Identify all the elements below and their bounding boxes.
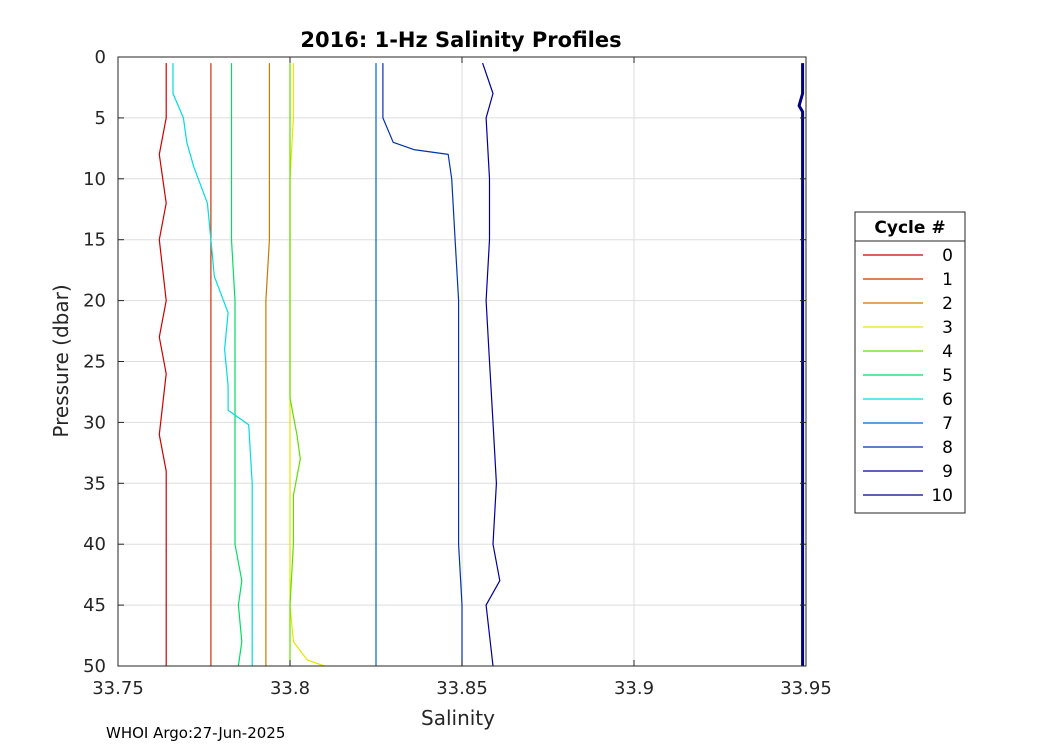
x-tick-label: 33.9 <box>614 678 654 699</box>
series-line-cycle-6 <box>172 63 253 666</box>
y-tick-label: 5 <box>95 108 106 129</box>
legend-entry-label: 2 <box>942 294 953 314</box>
legend-entry-label: 8 <box>942 438 953 458</box>
x-axis-label: Salinity <box>421 706 495 730</box>
y-tick-label: 10 <box>83 169 106 190</box>
legend-entry-label: 6 <box>942 390 953 410</box>
y-tick-label: 25 <box>83 352 106 373</box>
series-line-cycle-9 <box>482 62 501 667</box>
grid <box>117 56 807 667</box>
x-tick-label: 33.85 <box>436 678 488 699</box>
chart-title: 2016: 1-Hz Salinity Profiles <box>300 28 621 52</box>
x-tick-label: 33.95 <box>780 678 832 699</box>
series-line-cycle-3 <box>289 63 325 667</box>
legend-entry-label: 4 <box>942 342 953 362</box>
legend-entry-label: 0 <box>942 246 953 266</box>
series-line-cycle-4 <box>289 63 301 666</box>
y-tick-label: 20 <box>83 291 106 312</box>
y-tick-label: 40 <box>83 534 106 555</box>
legend-entry-label: 1 <box>942 270 953 290</box>
legend-entry-label: 5 <box>942 366 953 386</box>
y-tick-label: 45 <box>83 595 106 616</box>
x-tick-label: 33.8 <box>270 678 310 699</box>
y-tick-label: 35 <box>83 473 106 494</box>
series-line-cycle-0 <box>158 63 167 666</box>
series-line-cycle-2 <box>265 63 270 666</box>
y-tick-label: 30 <box>83 412 106 433</box>
y-tick-label: 15 <box>83 230 106 251</box>
y-tick-label: 50 <box>83 656 106 677</box>
y-axis-label: Pressure (dbar) <box>49 284 73 437</box>
series-line-cycle-8 <box>382 63 463 666</box>
legend-entry-label: 9 <box>942 462 953 482</box>
legend-entry-label: 7 <box>942 414 953 434</box>
footer-credit: WHOI Argo:27-Jun-2025 <box>106 724 286 742</box>
legend-title: Cycle # <box>874 218 945 238</box>
legend-box <box>854 211 966 514</box>
y-tick-label: 0 <box>95 47 106 68</box>
series-line-cycle-10 <box>797 63 805 666</box>
series-line-cycle-5 <box>230 63 243 667</box>
axis-ticks: 33.75 33.8 33.85 33.9 33.95 0 5 10 15 20 25 30 35 40 4… <box>83 47 832 699</box>
series-layer <box>158 62 805 667</box>
legend-entry-label: 10 <box>931 486 953 506</box>
x-tick-label: 33.75 <box>92 678 144 699</box>
legend-entry-label: 3 <box>942 318 953 338</box>
legend: Cycle # 0 1 2 3 4 5 6 7 8 9 10 <box>854 211 966 514</box>
